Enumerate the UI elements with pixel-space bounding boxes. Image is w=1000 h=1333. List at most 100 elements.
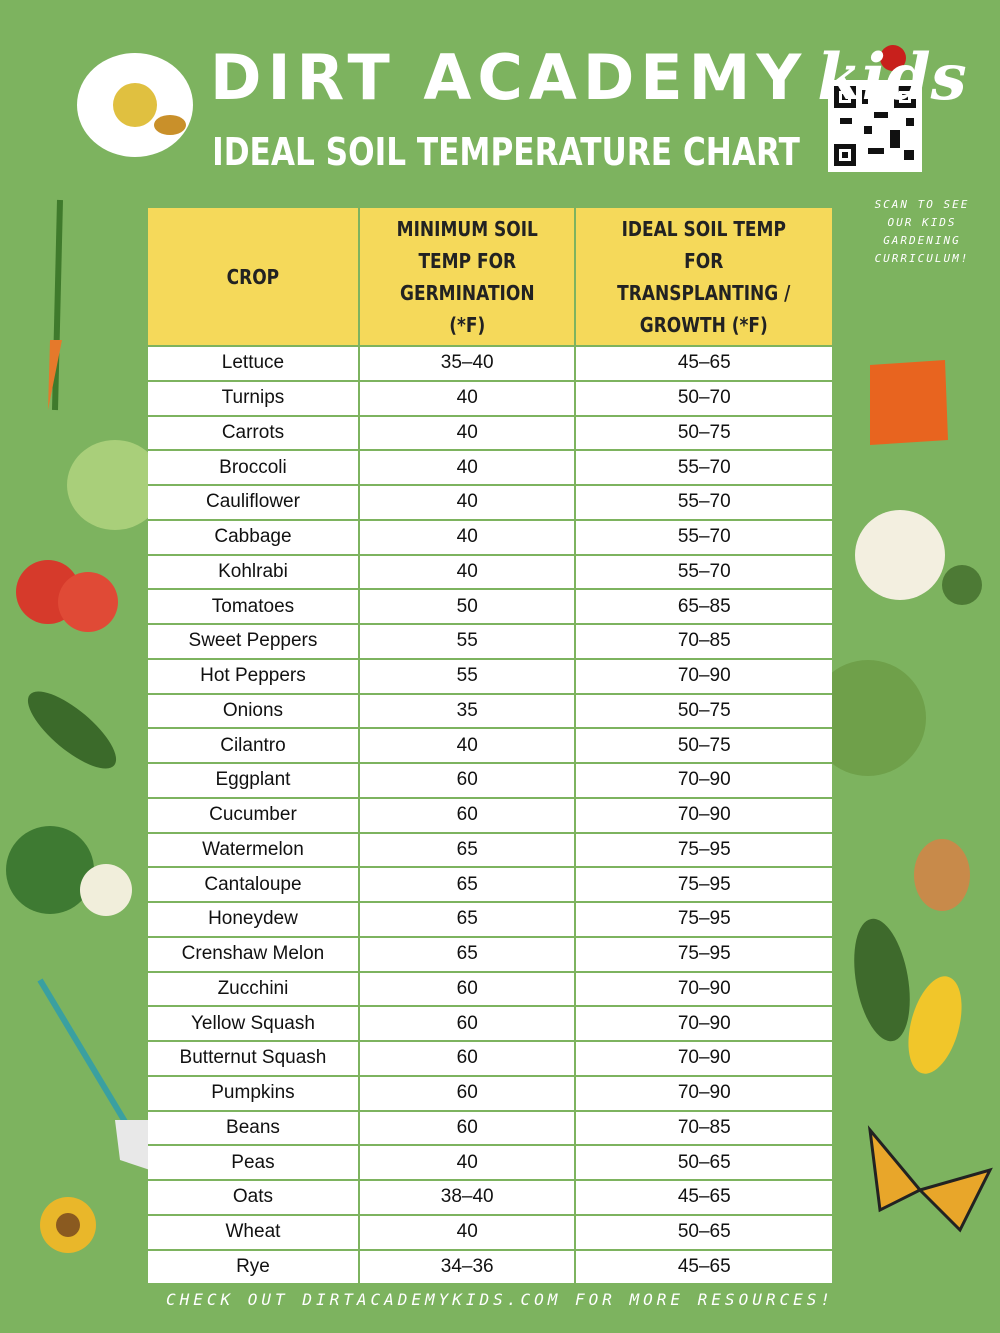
table-cell: 45–65	[575, 1179, 832, 1215]
table-cell: 50–75	[575, 692, 832, 729]
onion	[914, 839, 970, 911]
brand-name: DIRT ACADEMY	[210, 41, 808, 114]
table-cell: 50–65	[575, 1144, 832, 1180]
table-cell: Hot Peppers	[148, 657, 360, 694]
table-cell: 70–85	[575, 1109, 832, 1146]
table-cell: Wheat	[148, 1213, 360, 1250]
table-row: Wheat 40 50–65	[148, 1213, 832, 1250]
carrot-leaves	[52, 199, 63, 411]
ladybug	[880, 45, 906, 71]
column-header: MINIMUM SOIL TEMP FOR GERMINATION (*F)	[358, 208, 577, 346]
table-cell: 40	[358, 414, 577, 451]
column-header-text: MINIMUM SOIL TEMP FOR GERMINATION (*F)	[396, 216, 538, 337]
table-cell: 50–70	[575, 379, 832, 416]
table-row: Kohlrabi 40 55–70	[148, 553, 832, 590]
table-cell: 70–90	[575, 1074, 832, 1111]
table-cell: Beans	[148, 1109, 360, 1146]
table-cell: Sweet Peppers	[148, 623, 360, 659]
table-cell: 70–90	[575, 970, 832, 1007]
table-row: Eggplant 60 70–90	[148, 762, 832, 798]
table-cell: Eggplant	[148, 762, 360, 798]
table-row: Turnips 40 50–70	[148, 379, 832, 416]
table-row: Butternut Squash 60 70–90	[148, 1040, 832, 1076]
header-row: CROP MINIMUM SOIL TEMP FOR GERMINATION (*…	[148, 208, 832, 346]
table-row: Honeydew 65 75–95	[148, 901, 832, 937]
table-row: Rye 34–36 45–65	[148, 1248, 832, 1284]
table-cell: Yellow Squash	[148, 1005, 360, 1041]
table-cell: 34–36	[358, 1248, 577, 1284]
table-row: Hot Peppers 55 70–90	[148, 657, 832, 694]
table-cell: 60	[358, 1040, 577, 1076]
table-cell: 45–65	[575, 345, 832, 381]
table-row: Tomatoes 50 65–85	[148, 588, 832, 624]
table-cell: Honeydew	[148, 901, 360, 937]
table-cell: 50–75	[575, 727, 832, 763]
table-cell: Rye	[148, 1248, 360, 1284]
table-cell: Carrots	[148, 414, 360, 451]
table-cell: 60	[358, 1074, 577, 1111]
table-cell: Tomatoes	[148, 588, 360, 624]
table-cell: 75–95	[575, 901, 832, 937]
table-cell: 40	[358, 484, 577, 520]
table-row: Onions 35 50–75	[148, 692, 832, 729]
table-cell: Cauliflower	[148, 484, 360, 520]
table-cell: 40	[358, 379, 577, 416]
table-cell: 55	[358, 657, 577, 694]
table-cell: 65–85	[575, 588, 832, 624]
zucchini	[854, 918, 910, 1042]
table-cell: 65	[358, 935, 577, 972]
table-cell: Broccoli	[148, 449, 360, 485]
table-cell: Crenshaw Melon	[148, 935, 360, 972]
table-row: Cauliflower 40 55–70	[148, 484, 832, 520]
column-header-text: CROP	[226, 264, 280, 289]
table-cell: 60	[358, 1109, 577, 1146]
table-row: Cucumber 60 70–90	[148, 796, 832, 833]
carrot	[48, 340, 62, 410]
table-cell: Cabbage	[148, 518, 360, 555]
table-cell: Lettuce	[148, 345, 360, 381]
qr-code	[828, 80, 922, 172]
daisy	[77, 53, 193, 157]
table-cell: 50–65	[575, 1213, 832, 1250]
table-cell: 40	[358, 1144, 577, 1180]
table-cell: Peas	[148, 1144, 360, 1180]
table-cell: Cilantro	[148, 727, 360, 763]
table-body: Lettuce 35–40 45–65 Turnips 40 50–70 Carrots 40…	[148, 345, 832, 1284]
table-cell: 40	[358, 518, 577, 555]
table-row: Cantaloupe 65 75–95	[148, 866, 832, 902]
qr-caption: SCAN TO SEE OUR KIDS GARDENING CURRICULU…	[874, 198, 970, 265]
table-cell: Onions	[148, 692, 360, 729]
table-cell: Zucchini	[148, 970, 360, 1007]
table-row: Beans 60 70–85	[148, 1109, 832, 1146]
table-row: Sweet Peppers 55 70–85	[148, 623, 832, 659]
table-cell: Butternut Squash	[148, 1040, 360, 1076]
table-cell: 70–85	[575, 623, 832, 659]
table-cell: 75–95	[575, 831, 832, 868]
table-row: Crenshaw Melon 65 75–95	[148, 935, 832, 972]
table-cell: 55–70	[575, 518, 832, 555]
column-header-text: IDEAL SOIL TEMP FOR TRANSPLANTING / GROW…	[617, 216, 791, 337]
tomato-half	[58, 572, 118, 632]
table-row: Zucchini 60 70–90	[148, 970, 832, 1007]
table-cell: 35	[358, 692, 577, 729]
temperature-table: CROP MINIMUM SOIL TEMP FOR GERMINATION (*…	[148, 208, 832, 1284]
table-cell: 40	[358, 1213, 577, 1250]
table-cell: 40	[358, 449, 577, 485]
table-cell: 35–40	[358, 345, 577, 381]
cabbage	[810, 660, 926, 776]
column-header: CROP	[148, 208, 360, 346]
table-cell: 70–90	[575, 1040, 832, 1076]
table-cell: 65	[358, 866, 577, 902]
footer: CHECK OUT DIRTACADEMYKIDS.COM FOR MORE R…	[165, 1290, 834, 1309]
table-cell: 70–90	[575, 796, 832, 833]
table-cell: 65	[358, 831, 577, 868]
table-cell: Kohlrabi	[148, 553, 360, 590]
table-row: Cilantro 40 50–75	[148, 727, 832, 763]
table-row: Yellow Squash 60 70–90	[148, 1005, 832, 1041]
pepper	[870, 360, 948, 445]
table-row: Carrots 40 50–75	[148, 414, 832, 451]
watermelon	[6, 826, 94, 914]
table-cell: 45–65	[575, 1248, 832, 1284]
table-row: Peas 40 50–65	[148, 1144, 832, 1180]
table-cell: 70–90	[575, 1005, 832, 1041]
